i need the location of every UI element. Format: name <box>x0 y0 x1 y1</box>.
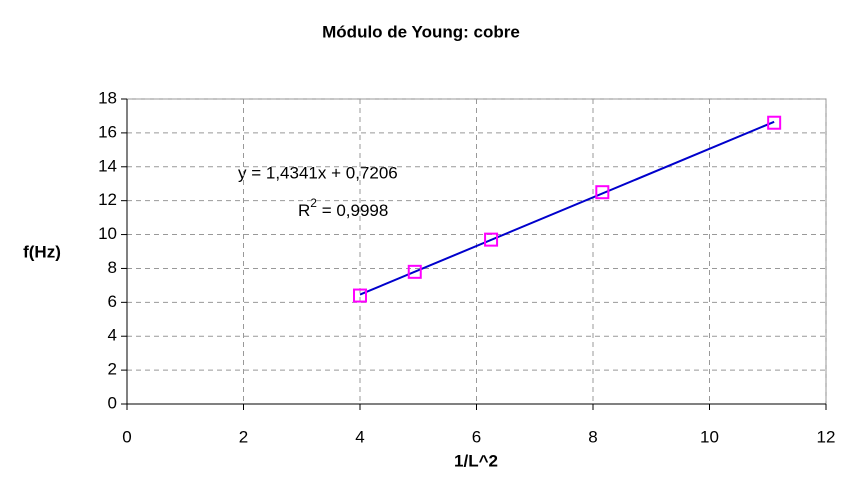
point <box>407 264 422 279</box>
x-tick-label: 4 <box>355 427 364 446</box>
y-tick-label: 4 <box>108 326 117 345</box>
point <box>595 185 610 200</box>
y-tick-label: 2 <box>108 360 117 379</box>
x-tick-label: 6 <box>472 427 481 446</box>
x-tick-label: 8 <box>588 427 597 446</box>
y-tick-label: 6 <box>108 292 117 311</box>
y-tick-label: 18 <box>98 88 117 107</box>
y-axis-label: f(Hz) <box>23 242 61 261</box>
chart-title: Módulo de Young: cobre <box>322 22 520 41</box>
point <box>484 232 499 247</box>
r2-base: R <box>298 201 310 220</box>
x-axis-label: 1/L^2 <box>454 451 498 470</box>
y-tick-label: 12 <box>98 190 117 209</box>
y-tick-label: 0 <box>108 393 117 412</box>
r2-value: = 0,9998 <box>317 201 388 220</box>
y-tick-label: 16 <box>98 122 117 141</box>
y-tick-label: 14 <box>98 156 117 175</box>
point <box>353 288 367 303</box>
equation-label: y = 1,4341x + 0,7206 <box>238 163 398 182</box>
r2-label: R2 = 0,9998 <box>298 196 388 220</box>
y-tick-label: 8 <box>108 258 117 277</box>
x-tick-label: 10 <box>700 427 719 446</box>
y-tick-label: 10 <box>98 224 117 243</box>
x-tick-label: 2 <box>239 427 248 446</box>
x-tick-label: 0 <box>122 427 131 446</box>
x-tick-label: 12 <box>817 427 836 446</box>
point <box>767 115 782 130</box>
r2-sup: 2 <box>310 196 317 210</box>
trendline <box>359 120 775 296</box>
